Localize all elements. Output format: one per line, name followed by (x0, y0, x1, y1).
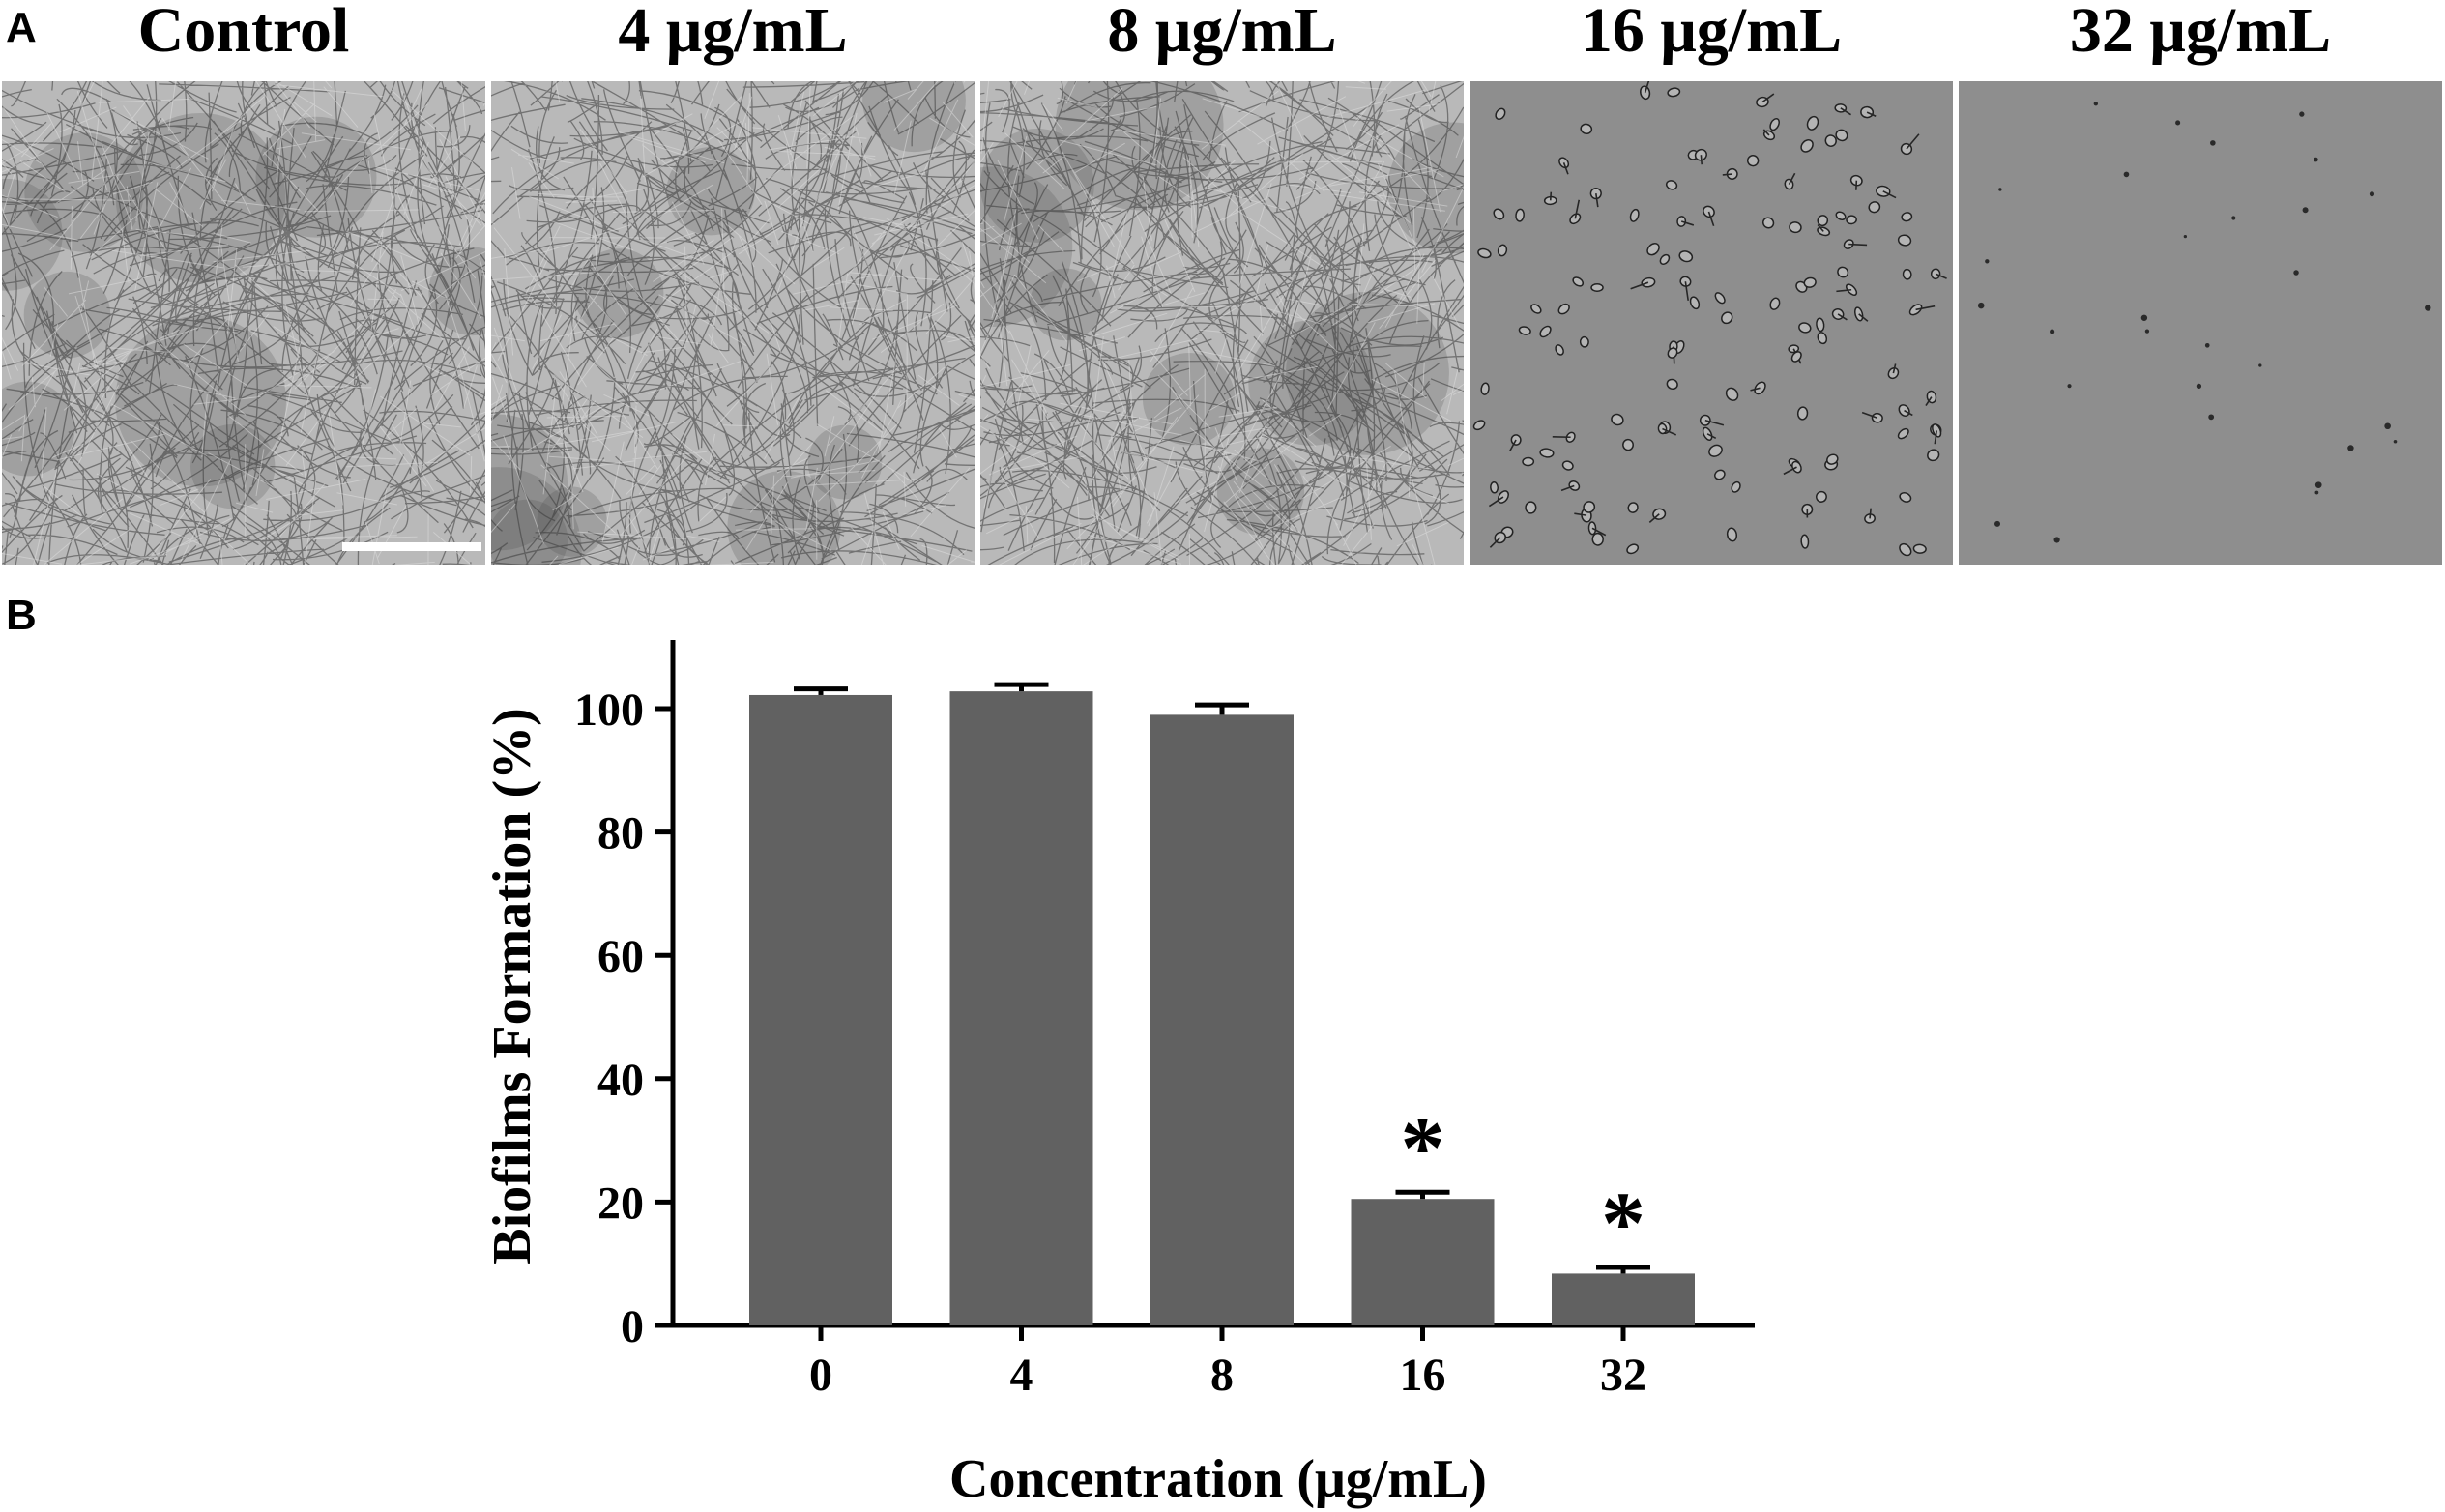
x-axis-label: Concentration (μg/mL) (949, 1449, 1487, 1509)
y-tick-label: 100 (574, 684, 644, 736)
y-tick-label: 20 (597, 1178, 644, 1229)
bar (949, 691, 1093, 1325)
micrograph-title-8: 8 μg/mL (1107, 0, 1337, 66)
micrograph-title-32: 32 μg/mL (2069, 0, 2332, 66)
panel-b-label: B (6, 592, 37, 639)
significance-marker: * (1401, 1098, 1445, 1197)
y-tick-label: 0 (621, 1301, 644, 1352)
bar (1552, 1273, 1695, 1325)
micrograph-8 (980, 81, 1464, 565)
x-tick-label: 16 (1400, 1350, 1446, 1401)
bar (749, 694, 892, 1325)
panel-a-label: A (6, 4, 37, 51)
bar (1150, 714, 1294, 1325)
x-tick-label: 32 (1600, 1350, 1646, 1401)
x-tick-label: 0 (809, 1350, 832, 1401)
biofilm-bar-chart: 0 20 40 60 80 100 0 4 8 16 * 32 * Biofilms Formation… (482, 640, 1755, 1509)
significance-marker: * (1601, 1174, 1645, 1272)
micrograph-title-4: 4 μg/mL (618, 0, 848, 66)
micrograph-32 (1959, 81, 2442, 565)
y-tick-label: 80 (597, 808, 644, 859)
micrograph-title-16: 16 μg/mL (1580, 0, 1843, 66)
bar (1351, 1199, 1495, 1325)
micrograph-control (2, 81, 485, 565)
micrograph-4 (491, 81, 975, 565)
scale-bar (342, 542, 481, 551)
y-tick-label: 40 (597, 1055, 644, 1106)
y-axis-label: Biofilms Formation (%) (482, 708, 542, 1264)
x-tick-label: 4 (1010, 1350, 1033, 1401)
micrograph-16 (1470, 81, 1953, 565)
micrograph-title-control: Control (137, 0, 350, 66)
x-tick-label: 8 (1210, 1350, 1234, 1401)
y-tick-label: 60 (597, 931, 644, 982)
